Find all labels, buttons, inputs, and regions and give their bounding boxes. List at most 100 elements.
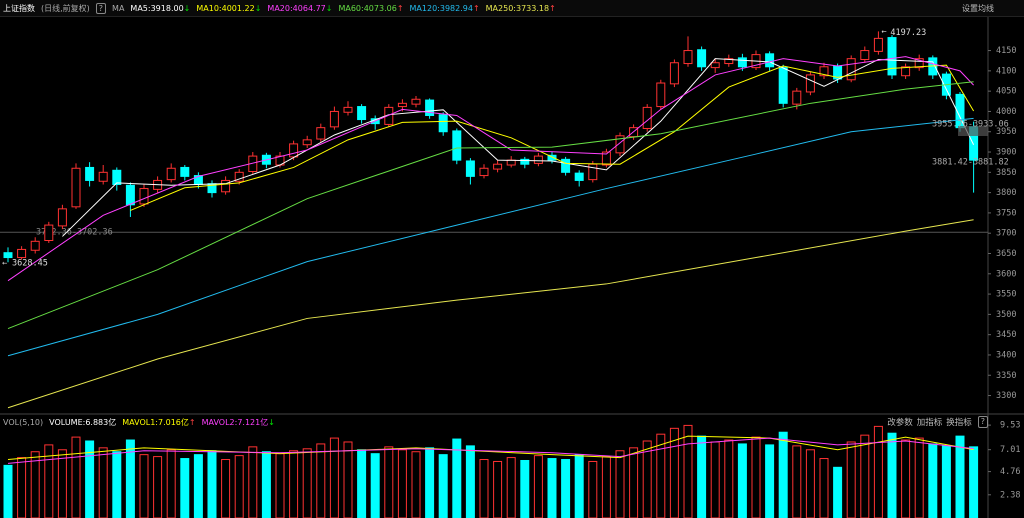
- volume-bar: [561, 459, 571, 518]
- volume-bar: [765, 444, 775, 518]
- legend: MA5:3918.00↓ MA10:4001.22↓ MA20:4064.77↓ MA…: [130, 4, 555, 13]
- candle-body: [452, 130, 462, 161]
- volume-bar: [506, 457, 516, 518]
- candle-body: [44, 224, 54, 242]
- volume-bar: [724, 439, 734, 518]
- volume-bar: [153, 456, 163, 518]
- legend-arrow: ↑: [549, 3, 556, 13]
- volume-bar: [737, 443, 747, 518]
- candle-body: [615, 135, 625, 154]
- candle-body: [166, 167, 176, 181]
- legend-item: MA120:3982.94↑: [410, 4, 480, 13]
- volume-bar: [941, 445, 951, 518]
- candle-body: [221, 179, 231, 193]
- legend-item: MA5:3918.00↓: [130, 4, 190, 13]
- candle-body: [343, 106, 353, 113]
- volume-bar: [17, 457, 27, 518]
- volume-bar: [166, 449, 176, 518]
- volume-bar: [180, 458, 190, 518]
- volume-bar: [533, 455, 543, 518]
- candle-body: [778, 67, 788, 104]
- volume-bar: [778, 431, 788, 518]
- ma-line: [62, 58, 975, 237]
- volume-bar: [98, 447, 108, 518]
- volume-bar: [261, 451, 271, 518]
- candle-body: [329, 110, 339, 128]
- settings-button[interactable]: 设置均线: [962, 3, 994, 13]
- volume-legend-arrow: ↑: [188, 417, 196, 427]
- volume-bar: [846, 441, 856, 518]
- candle-body: [125, 184, 135, 206]
- ma-line: [7, 219, 974, 409]
- volume-bar: [601, 456, 611, 518]
- y-tick-label: 4.76: [1000, 467, 1020, 477]
- candle-body: [588, 163, 598, 181]
- volume-bar: [139, 454, 149, 518]
- candle-body: [887, 37, 897, 76]
- volume-bar: [751, 436, 761, 518]
- ma-line: [130, 64, 975, 211]
- y-tick-label: 3900: [996, 148, 1016, 158]
- candle-body: [520, 158, 530, 165]
- y-tick-label: 3750: [996, 208, 1016, 218]
- candle-body: [30, 240, 40, 251]
- volume-bar: [629, 447, 639, 518]
- volume-bar: [955, 435, 965, 518]
- volume-bar: [85, 440, 95, 518]
- candle-body: [411, 98, 421, 105]
- candle-body: [710, 62, 720, 69]
- candle-body: [656, 82, 666, 108]
- volume-bar: [792, 445, 802, 518]
- y-tick-label: 4050: [996, 87, 1016, 97]
- title: 上证指数: [3, 3, 35, 13]
- legend-item: MA60:4073.06↑: [338, 4, 403, 13]
- indicator-button[interactable]: 加指标: [916, 418, 943, 428]
- help[interactable]: ?: [95, 2, 107, 14]
- candle-body: [71, 167, 81, 208]
- candle-body: [85, 166, 95, 181]
- volume-bar: [57, 449, 67, 518]
- candle-body: [479, 167, 489, 177]
- volume-bar: [914, 437, 924, 518]
- volume-bar: [465, 445, 475, 518]
- y-tick-label: 3400: [996, 350, 1016, 360]
- candle-body: [601, 151, 611, 166]
- volume-legend-text: MAVOL1:7.016亿: [122, 417, 189, 427]
- volume-bar: [384, 446, 394, 518]
- indicator-button[interactable]: 换指标: [946, 418, 972, 428]
- volume-bar: [873, 425, 883, 518]
- y-tick-label: 4150: [996, 46, 1016, 56]
- legend-text: MA5:3918.00: [130, 3, 184, 13]
- volume-bar: [887, 432, 897, 518]
- y-tick-label: 3800: [996, 188, 1016, 198]
- volume-bar: [289, 450, 299, 518]
- candle-body: [397, 102, 407, 108]
- y-tick-label: 3550: [996, 290, 1016, 300]
- candle-body: [765, 53, 775, 68]
- y-tick-label: 4100: [996, 66, 1016, 76]
- reference-label: 3702.36-3702.36: [36, 228, 113, 238]
- candle-body: [180, 166, 190, 177]
- y-tick-label: 9.53: [1000, 421, 1020, 431]
- y-tick-label: 3300: [996, 391, 1016, 401]
- price-label: 3955.76-3933.06: [932, 120, 1009, 130]
- candle-body: [860, 50, 870, 60]
- candle-body: [493, 163, 503, 170]
- candle-body: [901, 66, 911, 77]
- candle-body: [724, 58, 734, 65]
- volume-bar: [411, 451, 421, 518]
- low-label: 3628.45: [12, 259, 48, 269]
- candle-body: [547, 154, 557, 161]
- legend-arrow: ↓: [254, 3, 262, 13]
- volume-bar: [697, 435, 707, 518]
- indicator-button[interactable]: 改参数: [887, 418, 913, 428]
- help[interactable]: ?: [977, 416, 988, 428]
- volume-bar: [397, 449, 407, 518]
- volume-buttons: 改参数 加指标 换指标?: [883, 416, 988, 428]
- volume-bar: [275, 453, 285, 518]
- volume-bar: [452, 438, 462, 518]
- candle-body: [3, 252, 13, 259]
- volume-bar: [234, 455, 244, 518]
